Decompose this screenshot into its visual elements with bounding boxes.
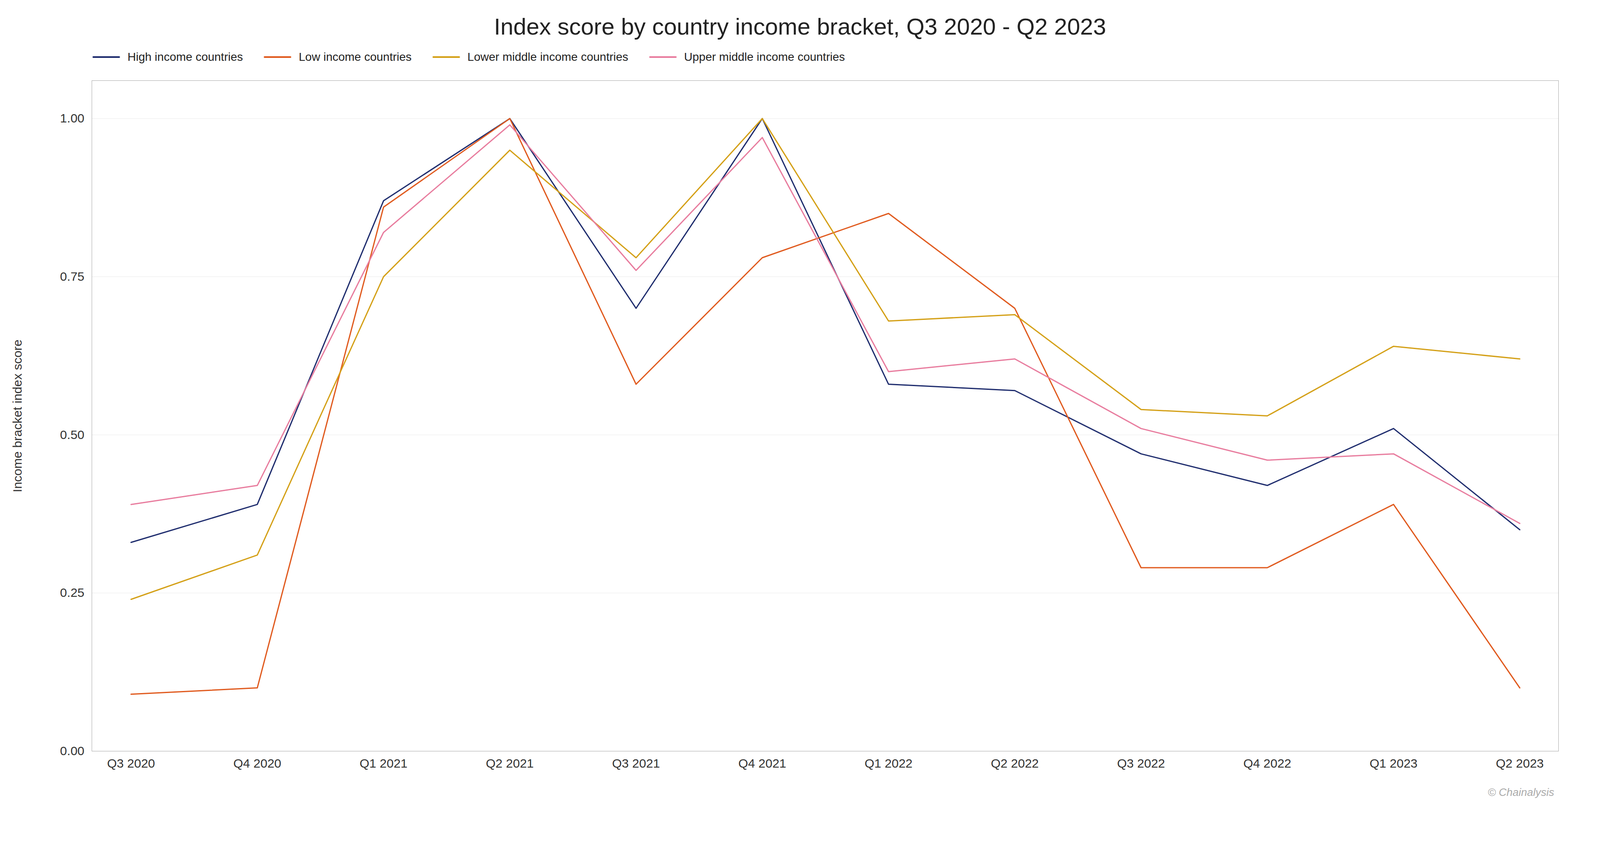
svg-text:1.00: 1.00 [60,111,85,125]
svg-text:Q1 2023: Q1 2023 [1369,756,1418,771]
svg-text:0.00: 0.00 [60,744,85,758]
svg-text:Q4 2021: Q4 2021 [738,756,787,771]
svg-text:Q1 2021: Q1 2021 [359,756,408,771]
svg-text:0.50: 0.50 [60,427,85,442]
svg-text:Q4 2020: Q4 2020 [233,756,282,771]
svg-text:Q2 2023: Q2 2023 [1495,756,1544,771]
html-text:Index score by country income: Index score by country income bracket, Q… [493,13,1107,40]
html-text:© Chainalysis: © Chainalysis [1487,786,1555,799]
svg-text:Q3 2020: Q3 2020 [107,756,155,771]
svg-text:0.25: 0.25 [60,586,85,600]
svg-text:0.75: 0.75 [60,269,85,284]
svg-text:Q1 2022: Q1 2022 [864,756,913,771]
html-text:High income countries: High income countries [127,50,243,64]
html-text:Upper middle income countries: Upper middle income countries [684,50,845,64]
svg-text:Q4 2022: Q4 2022 [1243,756,1292,771]
html-text:Low income countries: Low income countries [298,50,412,64]
svg-text:Income bracket index score: Income bracket index score [10,339,25,493]
svg-text:Q2 2022: Q2 2022 [990,756,1039,771]
html-text:Lower middle income countries: Lower middle income countries [467,50,629,64]
svg-text:Q3 2022: Q3 2022 [1117,756,1165,771]
svg-text:Q3 2021: Q3 2021 [612,756,660,771]
svg-text:Q2 2021: Q2 2021 [485,756,534,771]
